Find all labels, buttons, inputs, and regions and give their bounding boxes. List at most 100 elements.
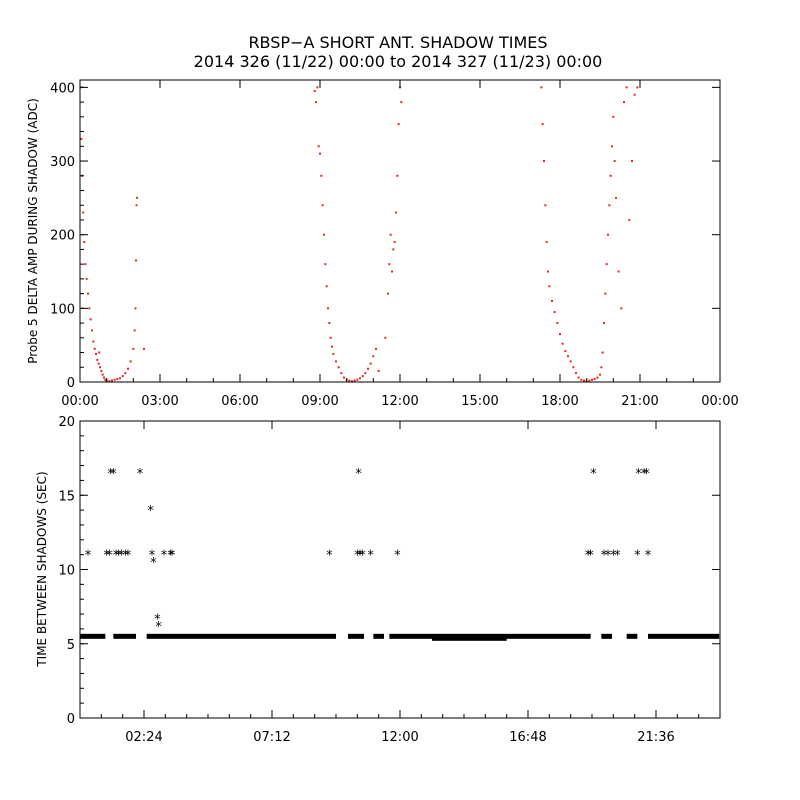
data-point <box>82 211 85 214</box>
shadow-interval-points: * **************** ** * **** * * ******* ***** <box>80 467 720 641</box>
x-tick-label: 02:24 <box>125 730 162 745</box>
chart-title-line-1: RBSP−A SHORT ANT. SHADOW TIMES <box>248 33 547 52</box>
data-point <box>143 347 145 350</box>
data-point <box>92 340 95 343</box>
data-point-asterisk: * <box>634 549 641 564</box>
data-point <box>133 329 136 332</box>
data-point-asterisk: * <box>601 549 608 564</box>
data-point <box>543 160 545 163</box>
data-point <box>608 204 611 207</box>
x-tick-label: 18:00 <box>541 394 578 409</box>
data-point <box>392 248 395 251</box>
data-point <box>631 160 633 163</box>
data-point <box>567 355 569 358</box>
data-point <box>348 379 351 382</box>
data-point <box>83 241 86 244</box>
data-point-asterisk: * <box>355 467 362 482</box>
data-point <box>321 204 324 207</box>
data-point <box>361 375 364 378</box>
data-point <box>561 342 564 345</box>
data-point <box>397 123 400 126</box>
data-point <box>324 263 327 266</box>
data-point-asterisk: * <box>118 549 125 564</box>
data-point <box>588 379 591 382</box>
baseline-dip <box>432 637 507 641</box>
data-point <box>331 345 333 348</box>
baseline-band <box>348 633 364 639</box>
data-point-asterisk: * <box>110 467 117 482</box>
data-point-asterisk: * <box>169 549 176 564</box>
x-tick-label: 15:00 <box>461 394 498 409</box>
data-point <box>98 351 101 354</box>
data-point <box>393 241 396 244</box>
data-point <box>113 378 116 381</box>
data-point <box>97 362 100 365</box>
data-point <box>319 152 321 155</box>
data-point <box>396 174 399 177</box>
data-point-asterisk: * <box>367 549 374 564</box>
data-point-asterisk: * <box>590 467 597 482</box>
x-tick-label: 00:00 <box>701 394 738 409</box>
data-point <box>625 86 628 89</box>
data-point <box>317 145 320 148</box>
data-point-asterisk: * <box>113 549 120 564</box>
data-point <box>547 270 549 273</box>
data-point <box>389 233 392 236</box>
data-point-asterisk: * <box>85 549 92 564</box>
data-point <box>580 378 583 381</box>
data-point <box>556 322 559 325</box>
data-point-asterisk: * <box>610 549 617 564</box>
data-point-asterisk: * <box>645 549 652 564</box>
data-point <box>103 376 105 379</box>
data-point-asterisk: * <box>106 549 113 564</box>
data-point <box>329 336 332 339</box>
shadow-interval-axis-ticks: 02:24 07:12 12:00 16:48 21:36 0 5 10 15 20 <box>58 415 721 745</box>
data-point <box>599 373 601 376</box>
data-point <box>104 378 107 381</box>
data-point <box>367 367 369 370</box>
data-point <box>572 366 575 369</box>
data-point <box>135 259 137 262</box>
x-tick-label: 16:48 <box>509 730 546 745</box>
data-point-asterisk: * <box>394 549 401 564</box>
data-point <box>99 366 101 369</box>
data-point <box>553 311 556 314</box>
data-point <box>96 358 99 361</box>
x-tick-label: 21:36 <box>637 730 674 745</box>
x-tick-label: 21:00 <box>621 394 658 409</box>
data-point <box>108 380 111 383</box>
data-point-asterisk: * <box>167 549 174 564</box>
data-point-asterisk: * <box>149 549 156 564</box>
data-point-asterisk: * <box>605 549 612 564</box>
delta-amp-plot-frame <box>79 79 721 383</box>
y-tick-label: 300 <box>50 155 75 170</box>
data-point <box>605 263 608 266</box>
data-point <box>400 101 403 104</box>
data-point <box>369 362 372 365</box>
data-point-asterisk: * <box>585 549 592 564</box>
y-tick-label: 15 <box>58 489 75 504</box>
data-point <box>316 86 319 89</box>
data-point <box>327 307 329 310</box>
data-point <box>87 292 89 295</box>
data-point <box>596 376 599 379</box>
data-point <box>127 367 129 370</box>
y-tick-label: 10 <box>58 564 75 579</box>
data-point <box>129 360 132 363</box>
data-point <box>121 375 124 378</box>
data-point-asterisk: * <box>122 549 129 564</box>
data-point-asterisk: * <box>354 549 361 564</box>
data-point-asterisk: * <box>154 613 161 628</box>
x-tick-label: 03:00 <box>141 394 178 409</box>
data-point <box>356 378 359 381</box>
data-point <box>328 322 331 325</box>
data-point <box>545 241 548 244</box>
data-point <box>100 369 103 372</box>
data-point <box>313 90 316 93</box>
shadow-interval-panel: * **************** ** * **** * * ******* ***** 0… <box>35 415 721 745</box>
data-point <box>611 145 613 148</box>
baseline-band <box>626 633 638 639</box>
data-point-asterisk: * <box>155 620 162 635</box>
baseline-band <box>146 633 336 639</box>
